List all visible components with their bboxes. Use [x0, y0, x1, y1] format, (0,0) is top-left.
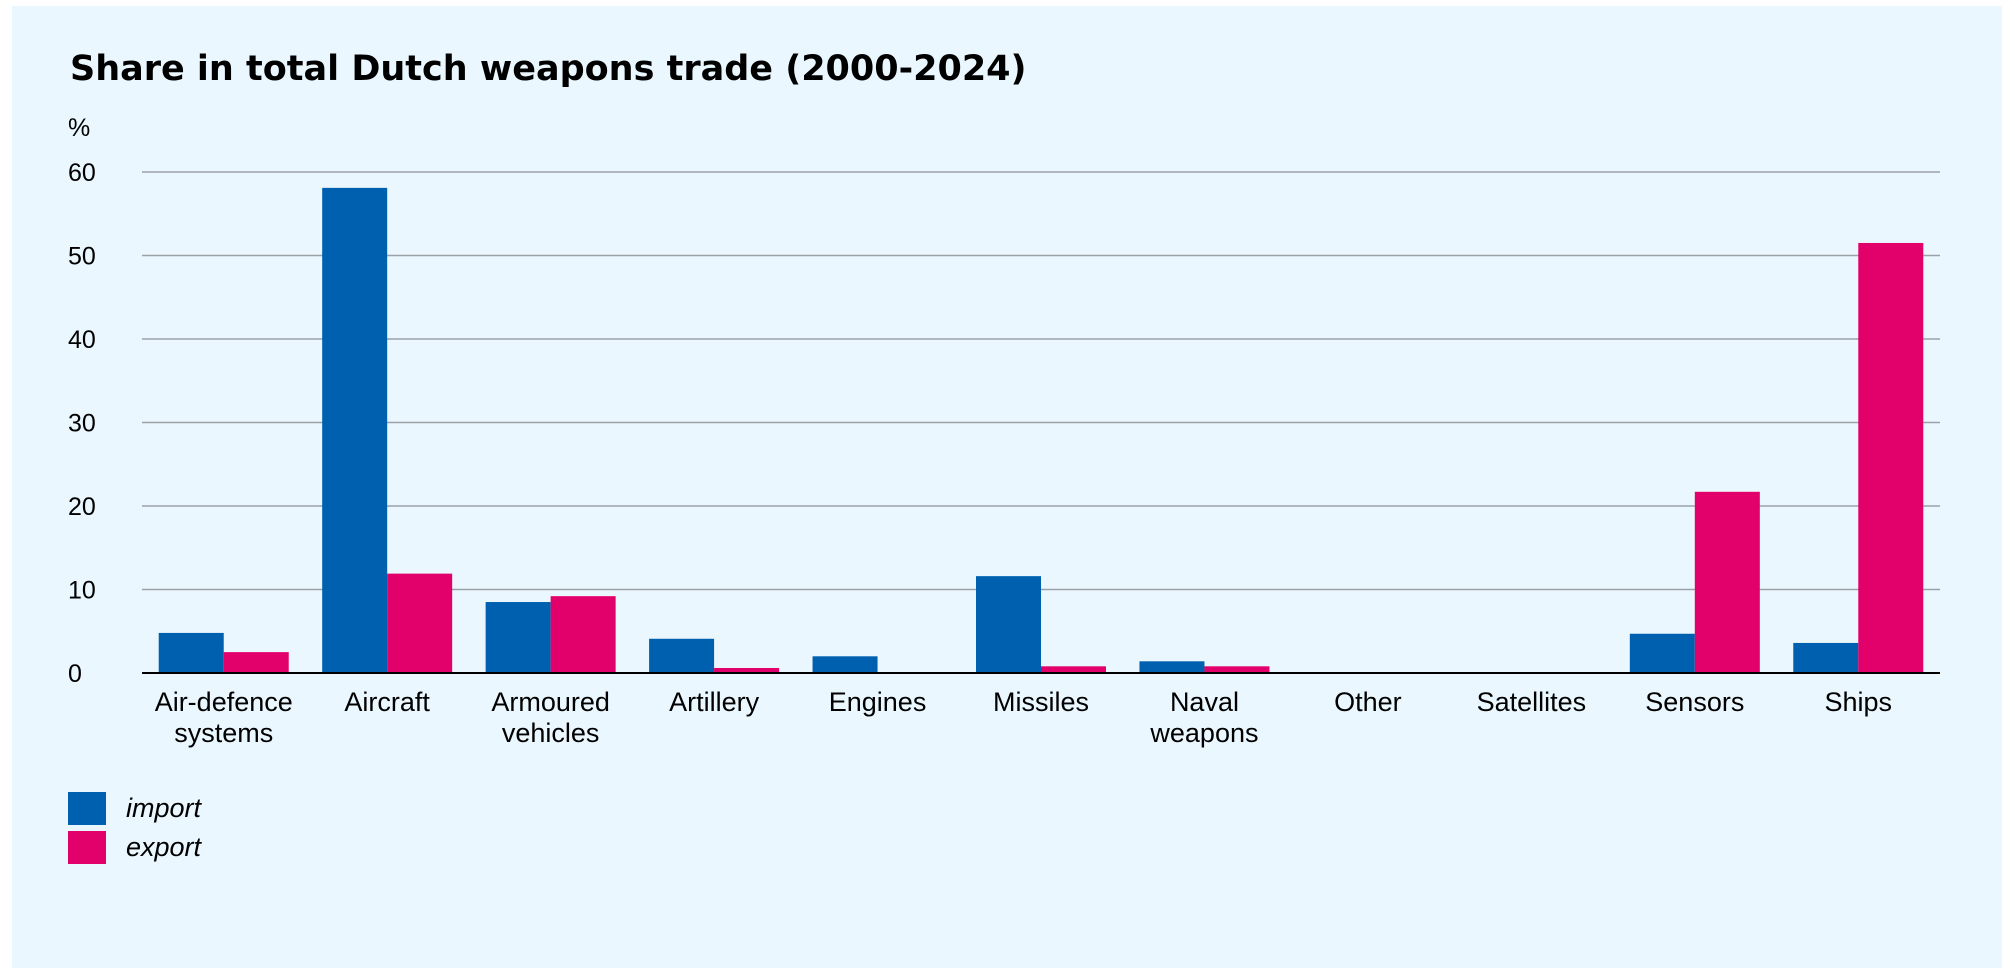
x-tick-label: Other: [1334, 687, 1402, 717]
bar-import: [158, 632, 224, 673]
x-tick-line: vehicles: [502, 718, 600, 748]
y-tick-label: 50: [68, 243, 96, 271]
bar-import: [322, 187, 388, 674]
x-tick-label: Air-defence systems: [155, 687, 293, 748]
x-tick-line: Air-defence: [155, 687, 293, 717]
x-tick-line: Other: [1334, 687, 1402, 717]
x-tick-line: Missiles: [993, 687, 1089, 717]
bar-export: [1858, 242, 1924, 673]
x-tick-label: Artillery: [669, 687, 760, 717]
bar-export: [550, 596, 616, 673]
bar-export: [1041, 666, 1106, 673]
x-tick-line: Aircraft: [344, 687, 430, 717]
bar-import: [1139, 661, 1205, 673]
x-tick-label: Naval weapons: [1149, 687, 1258, 748]
y-tick-label: 30: [68, 410, 96, 438]
x-tick-label: Sensors: [1645, 687, 1744, 717]
x-tick-line: Engines: [829, 687, 927, 717]
x-tick-label: Satellites: [1477, 687, 1587, 717]
bars: [158, 187, 1924, 674]
x-tick-label: Aircraft: [344, 687, 430, 717]
x-tick-line: Sensors: [1645, 687, 1744, 717]
x-tick-line: Ships: [1824, 687, 1892, 717]
y-tick-label: 10: [68, 577, 96, 605]
x-tick-line: Satellites: [1477, 687, 1587, 717]
chart-title: Share in total Dutch weapons trade (2000…: [70, 49, 1027, 89]
bar-export: [387, 573, 453, 673]
y-unit-label: %: [68, 114, 90, 142]
x-tick-label: Armoured vehicles: [491, 687, 610, 748]
bar-export: [714, 667, 780, 673]
x-tick-line: Naval: [1170, 687, 1239, 717]
legend-swatch-import: [68, 792, 106, 825]
gridlines: [142, 171, 1940, 591]
bar-export: [1204, 666, 1270, 673]
y-tick-label: 20: [68, 493, 96, 521]
bar-import: [485, 602, 551, 673]
y-tick-label: 60: [68, 159, 96, 187]
y-tick-label: 0: [68, 660, 82, 688]
legend-label-import: import: [126, 793, 203, 823]
x-tick-label: Engines: [829, 687, 927, 717]
bar-export: [1694, 491, 1760, 673]
legend: import export: [68, 792, 203, 864]
bar-import: [812, 656, 878, 673]
legend-label-export: export: [126, 832, 203, 862]
bar-import: [976, 576, 1041, 673]
bar-import: [1793, 642, 1859, 673]
bar-chart: Share in total Dutch weapons trade (2000…: [68, 49, 1940, 864]
bar-import: [1629, 633, 1695, 673]
x-tick-line: Artillery: [669, 687, 760, 717]
x-tick-line: weapons: [1149, 718, 1258, 748]
x-tick-line: systems: [174, 718, 273, 748]
bar-import: [649, 638, 715, 673]
x-tick-label: Missiles: [993, 687, 1089, 717]
y-axis-ticks: 0 10 20 30 40 50 60: [68, 159, 96, 688]
x-axis-ticks: Air-defence systems Aircraft Armoured vehicl…: [155, 687, 1892, 748]
x-tick-label: Ships: [1824, 687, 1892, 717]
chart-panel: Share in total Dutch weapons trade (2000…: [12, 6, 2002, 968]
bar-export: [223, 652, 289, 673]
legend-swatch-export: [68, 831, 106, 864]
y-tick-label: 40: [68, 326, 96, 354]
x-tick-line: Armoured: [491, 687, 610, 717]
